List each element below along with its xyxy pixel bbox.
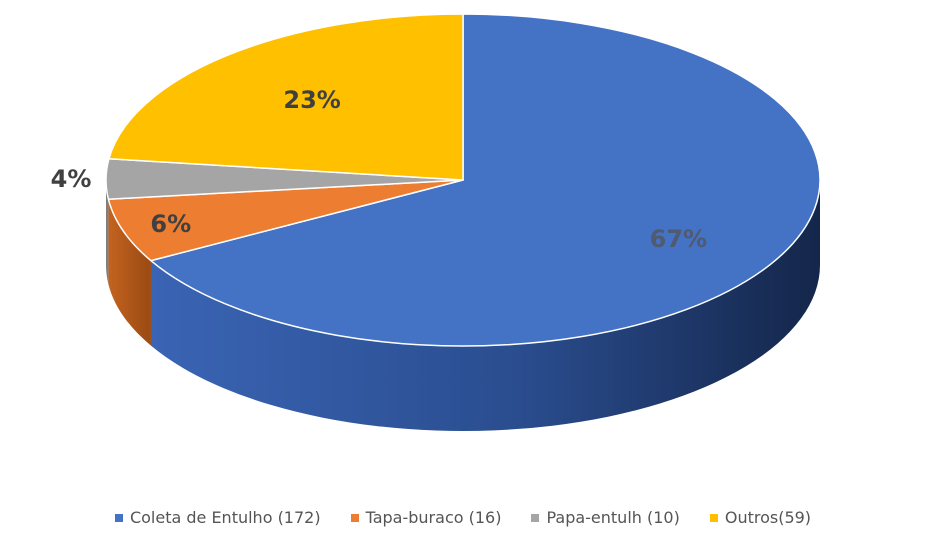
- data-label-1: 6%: [150, 210, 191, 238]
- legend-swatch: [531, 513, 540, 522]
- pie-slice-0: [150, 13, 821, 347]
- legend: Coleta de Entulho (172) Tapa-buraco (16) P…: [0, 508, 926, 527]
- legend-label: Outros(59): [724, 508, 812, 527]
- legend-item-2: Papa-entulh (10): [531, 508, 680, 527]
- legend-item-0: Coleta de Entulho (172): [114, 508, 321, 527]
- legend-label: Coleta de Entulho (172): [129, 508, 321, 527]
- pie-side-0: [150, 180, 821, 432]
- data-label-3: 23%: [283, 86, 340, 114]
- legend-item-1: Tapa-buraco (16): [350, 508, 502, 527]
- legend-label: Papa-entulh (10): [546, 508, 680, 527]
- pie-slice-3: [108, 13, 464, 181]
- legend-swatch: [350, 513, 359, 522]
- data-label-0: 67%: [650, 225, 707, 253]
- pie-plot-area: 67% 6% 4% 23%: [51, 13, 821, 432]
- pie-side-1: [108, 199, 151, 346]
- data-label-2: 4%: [51, 165, 92, 193]
- legend-swatch: [114, 513, 123, 522]
- pie-side-2: [106, 180, 109, 285]
- pie-slice-1: [107, 179, 464, 262]
- legend-label: Tapa-buraco (16): [365, 508, 502, 527]
- legend-swatch: [709, 513, 718, 522]
- legend-item-3: Outros(59): [709, 508, 812, 527]
